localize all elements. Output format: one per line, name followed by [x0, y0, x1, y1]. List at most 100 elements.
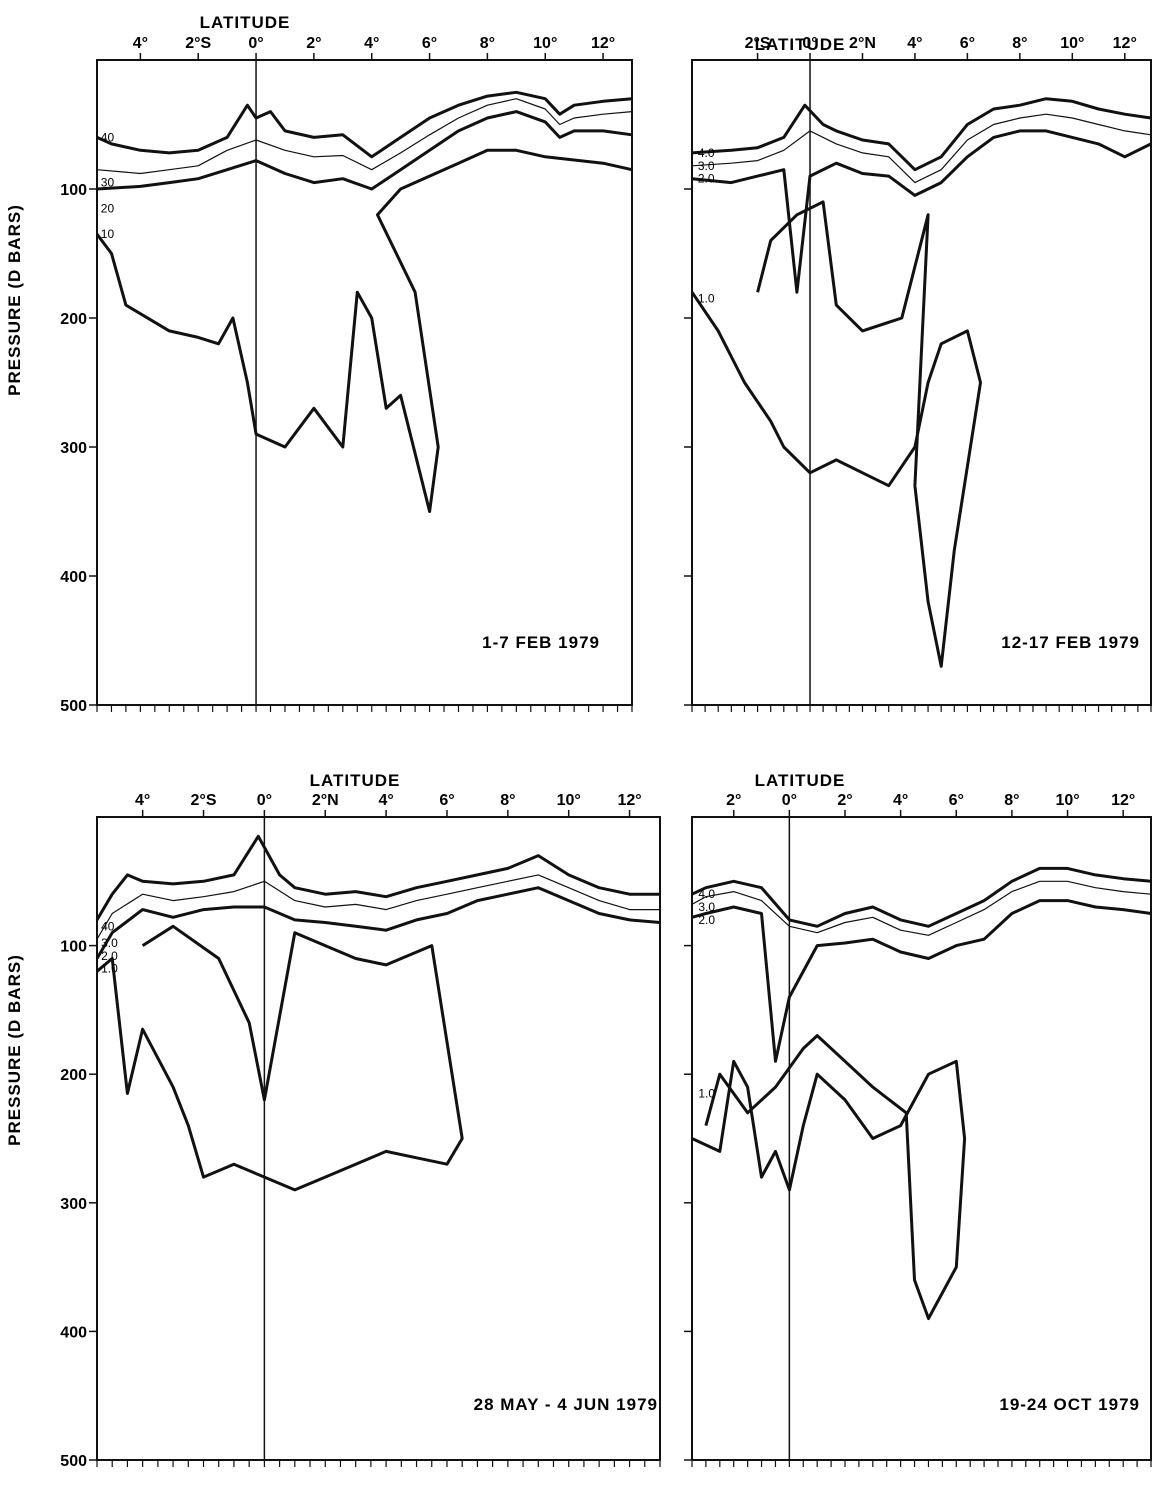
x-tick-label: 12°: [617, 792, 641, 809]
x-tick-label: 6°: [439, 792, 454, 809]
x-tick-label: 0°: [802, 35, 817, 52]
y-tick-label: 200: [60, 1067, 87, 1084]
panel-3-y-ticks: 100 200 300 400 500: [60, 939, 97, 1470]
panel-1-title: LATITUDE: [200, 13, 291, 32]
x-tick-label: 4°: [378, 792, 393, 809]
panel-4-contour-labels: 4.03.02.0 1.0: [698, 887, 715, 1100]
panel-1-contours: [95, 90, 633, 513]
x-tick-label: 8°: [1012, 35, 1027, 52]
x-tick-label: 6°: [960, 35, 975, 52]
panel-4: LATITUDE 19-24 OCT 1979 2° 0° 2° 4° 6° 8° 10° 1…: [684, 771, 1152, 1467]
x-tick-label: 2°N: [849, 35, 876, 52]
panel-1-x-ticks: 4° 2°S 0° 2° 4° 6° 8° 10° 12°: [96, 35, 633, 712]
panel-1-frame: [96, 59, 633, 706]
contour-3-line: [691, 880, 1152, 936]
contour-3-line: [96, 874, 660, 940]
y-tick-label: 100: [60, 939, 87, 956]
contour-value-label: 4.0: [698, 146, 715, 160]
y-tick-label: 400: [60, 1324, 87, 1341]
contour-value-label: 3.0: [698, 900, 715, 914]
contour-1-line: [96, 924, 464, 1192]
contour-value-label: 40: [101, 919, 115, 933]
panel-2-y-ticks: [684, 188, 692, 706]
y-tick-label: 500: [60, 698, 87, 715]
x-tick-label: 8°: [1004, 792, 1019, 809]
x-tick-label: 4°: [135, 792, 150, 809]
x-tick-label: 4°: [907, 35, 922, 52]
x-tick-label: 2°: [837, 792, 852, 809]
x-tick-label: 4°: [364, 35, 379, 52]
panel-2-title: LATITUDE: [755, 35, 846, 54]
contour-2-line: [96, 110, 633, 191]
panel-4-x-ticks: 2° 0° 2° 4° 6° 8° 10° 12°: [691, 792, 1152, 1467]
contour-1-line: [95, 148, 633, 513]
panel-4-title: LATITUDE: [755, 771, 846, 790]
x-tick-label: 6°: [949, 792, 964, 809]
x-tick-label: 0°: [248, 35, 263, 52]
contour-2-line: [95, 886, 661, 960]
contour-1-line: [690, 200, 982, 668]
panel-1-contour-labels: 40 30 20 10: [101, 130, 115, 241]
y-tick-label: 300: [60, 1196, 87, 1213]
x-tick-label: 2°: [306, 35, 321, 52]
contour-3-line: [691, 113, 1152, 184]
panel-2-date-label: 12-17 FEB 1979: [1001, 633, 1140, 652]
panel-3-contour-labels: 40 3.02.01.0: [101, 919, 118, 975]
x-tick-label: 6°: [422, 35, 437, 52]
panel-3-title: LATITUDE: [310, 771, 401, 790]
panel-3: LATITUDE PRESSURE (D BARS) 28 MAY - 4 JU…: [5, 771, 661, 1470]
contour-4-line: [691, 866, 1152, 928]
panel-1-y-ticks: 100 200 300 400 500: [60, 182, 97, 715]
contour-value-label: 1.0: [698, 1086, 715, 1100]
contour-3-line: [96, 98, 633, 175]
panel-4-contours: [691, 866, 1152, 1320]
contour-2-line: [691, 899, 1152, 1063]
contour-value-label: 30: [101, 176, 115, 190]
x-tick-label: 2°S: [745, 35, 771, 52]
contour-value-label: 3.0: [698, 159, 715, 173]
x-tick-label: 2°: [726, 792, 741, 809]
contour-4-line: [691, 97, 1152, 172]
pressure-axis-label: PRESSURE (D BARS): [5, 204, 24, 396]
contour-1-line: [691, 1034, 967, 1320]
panel-4-date-label: 19-24 OCT 1979: [999, 1395, 1140, 1414]
panel-1: LATITUDE PRESSURE (D BARS) 1-7 FEB 1979 …: [5, 13, 633, 715]
panel-2-frame: [691, 59, 1152, 706]
panel-2: LATITUDE 12-17 FEB 1979 2°S 0° 2°N 4° 6° 8° 10…: [684, 35, 1152, 712]
pressure-axis-label-lower: PRESSURE (D BARS): [5, 954, 24, 1146]
contour-value-label: 2.0: [101, 949, 118, 963]
x-tick-label: 4°: [133, 35, 148, 52]
contour-value-label: 20: [101, 201, 115, 215]
contour-value-label: 4.0: [698, 887, 715, 901]
x-tick-label: 10°: [1055, 792, 1079, 809]
contour-2-line: [691, 129, 1152, 294]
panel-2-contours: [690, 97, 1152, 668]
x-tick-label: 2°S: [191, 792, 217, 809]
x-tick-label: 0°: [782, 792, 797, 809]
y-tick-label: 200: [60, 311, 87, 328]
x-tick-label: 4°: [893, 792, 908, 809]
panel-2-contour-labels: 4.03.02.0 1.0: [698, 146, 715, 306]
y-tick-label: 100: [60, 182, 87, 199]
panel-4-y-ticks: [684, 944, 692, 1461]
x-tick-label: 8°: [480, 35, 495, 52]
panel-2-x-ticks: 2°S 0° 2°N 4° 6° 8° 10° 12°: [691, 35, 1152, 712]
panel-3-date-label: 28 MAY - 4 JUN 1979: [474, 1395, 658, 1414]
contour-value-label: 1.0: [101, 962, 118, 976]
x-tick-label: 10°: [533, 35, 557, 52]
x-tick-label: 8°: [500, 792, 515, 809]
x-tick-label: 12°: [591, 35, 615, 52]
x-tick-label: 10°: [557, 792, 581, 809]
panel-3-contours: [95, 834, 661, 1192]
y-tick-label: 300: [60, 440, 87, 457]
contour-value-label: 2.0: [698, 172, 715, 186]
y-tick-label: 500: [60, 1453, 87, 1470]
x-tick-label: 2°N: [312, 792, 339, 809]
panel-1-date-label: 1-7 FEB 1979: [482, 633, 600, 652]
contour-value-label: 40: [101, 130, 115, 144]
x-tick-label: 12°: [1113, 35, 1137, 52]
x-tick-label: 0°: [257, 792, 272, 809]
panel-3-frame: [96, 816, 661, 1461]
x-tick-label: 2°S: [185, 35, 211, 52]
contour-4-line: [95, 834, 660, 921]
